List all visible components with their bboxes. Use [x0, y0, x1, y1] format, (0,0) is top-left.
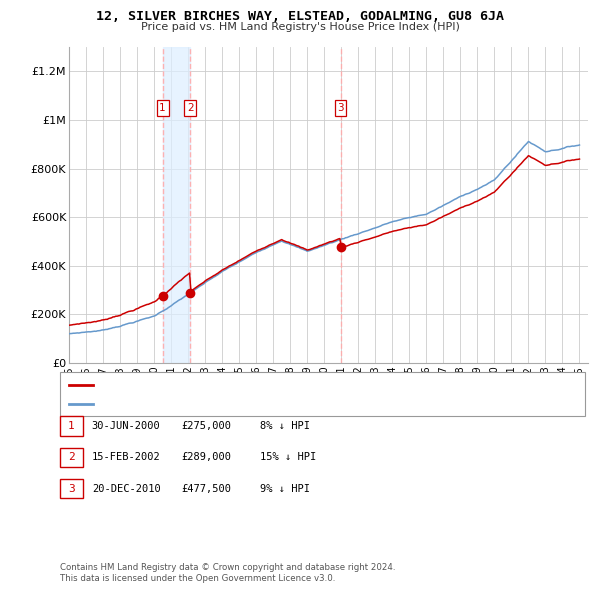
Text: £477,500: £477,500 — [182, 484, 232, 493]
Text: 9% ↓ HPI: 9% ↓ HPI — [260, 484, 310, 493]
Text: 8% ↓ HPI: 8% ↓ HPI — [260, 421, 310, 431]
Text: 1: 1 — [68, 421, 75, 431]
Text: 20-DEC-2010: 20-DEC-2010 — [92, 484, 161, 493]
Text: 3: 3 — [68, 484, 75, 493]
Bar — [163, 47, 190, 363]
Text: 30-JUN-2000: 30-JUN-2000 — [92, 421, 161, 431]
Text: 3: 3 — [337, 103, 344, 113]
Text: 2: 2 — [187, 103, 193, 113]
Text: 15% ↓ HPI: 15% ↓ HPI — [260, 453, 316, 462]
Text: Contains HM Land Registry data © Crown copyright and database right 2024.: Contains HM Land Registry data © Crown c… — [60, 563, 395, 572]
Text: 2: 2 — [68, 453, 75, 462]
Text: 12, SILVER BIRCHES WAY, ELSTEAD, GODALMING, GU8 6JA (detached house): 12, SILVER BIRCHES WAY, ELSTEAD, GODALMI… — [98, 380, 471, 390]
Text: £275,000: £275,000 — [182, 421, 232, 431]
Text: £289,000: £289,000 — [182, 453, 232, 462]
Text: HPI: Average price, detached house, Waverley: HPI: Average price, detached house, Wave… — [98, 399, 324, 408]
Text: Price paid vs. HM Land Registry's House Price Index (HPI): Price paid vs. HM Land Registry's House … — [140, 22, 460, 32]
Text: 15-FEB-2002: 15-FEB-2002 — [92, 453, 161, 462]
Text: 1: 1 — [159, 103, 166, 113]
Text: This data is licensed under the Open Government Licence v3.0.: This data is licensed under the Open Gov… — [60, 574, 335, 583]
Text: 12, SILVER BIRCHES WAY, ELSTEAD, GODALMING, GU8 6JA: 12, SILVER BIRCHES WAY, ELSTEAD, GODALMI… — [96, 10, 504, 23]
